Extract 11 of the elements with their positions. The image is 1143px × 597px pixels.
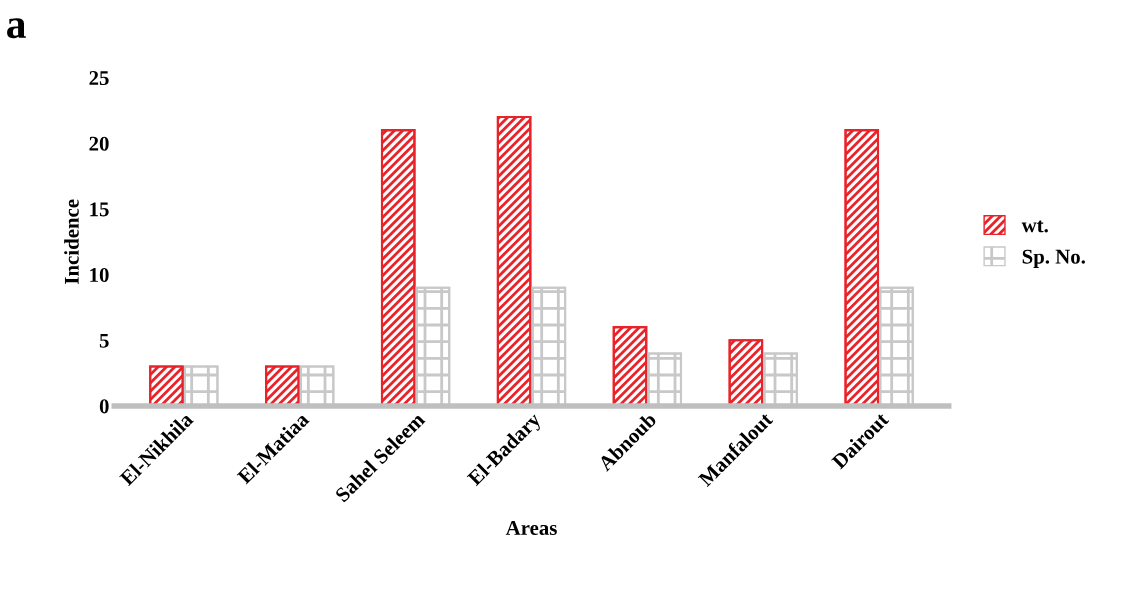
- text: a: [7, 18, 26, 39]
- y-tick-label: 15: [90, 202, 109, 217]
- y-tick-label: 10: [90, 267, 109, 283]
- y-axis-title: Incidence: [64, 199, 79, 284]
- legend-label: Sp. No.: [1022, 249, 1085, 268]
- x-axis-title: Areas: [505, 521, 557, 535]
- y-tick-label: 5: [99, 333, 109, 348]
- y-tick-label: 0: [99, 399, 109, 414]
- y-tick-label: 25: [89, 71, 109, 86]
- y-tick-label: 20: [89, 136, 109, 151]
- legend-label: wt.: [1021, 220, 1048, 233]
